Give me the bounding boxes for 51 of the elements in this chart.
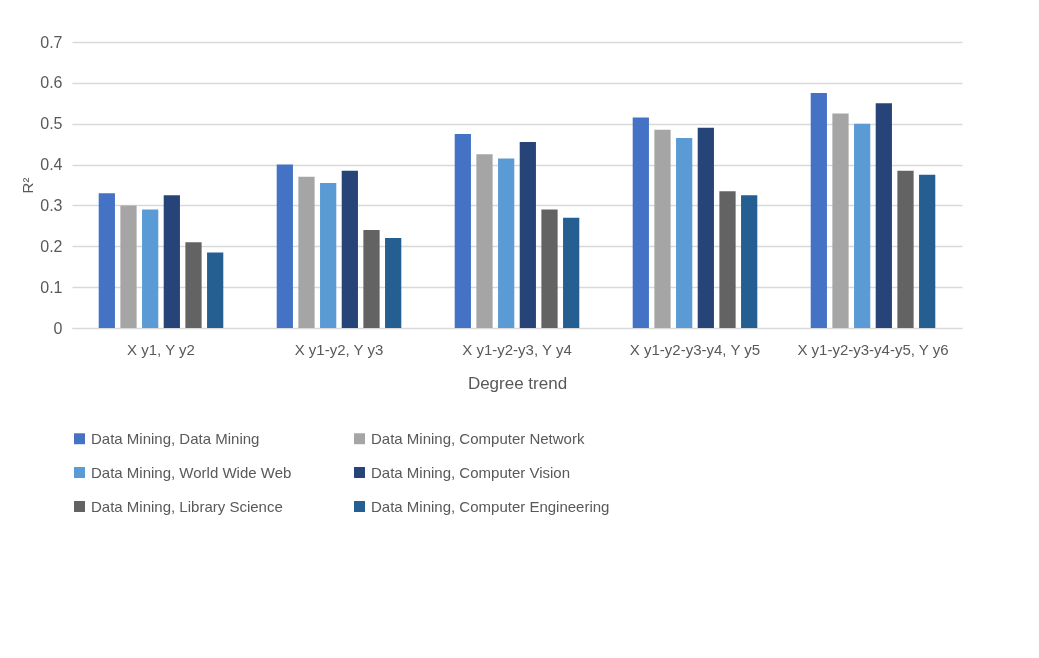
legend-label: Data Mining, Library Science — [91, 497, 283, 515]
bar — [98, 193, 115, 328]
bar — [697, 127, 714, 328]
bar — [476, 154, 493, 328]
legend-label: Data Mining, Computer Network — [371, 429, 585, 447]
bar — [320, 182, 337, 328]
bar — [185, 242, 202, 328]
bar — [363, 229, 380, 328]
bar — [298, 176, 315, 328]
x-tick-label: X y1-y2, Y y3 — [294, 340, 384, 358]
x-tick-label: X y1, Y y2 — [127, 340, 195, 358]
y-tick-label: 0.4 — [40, 156, 63, 174]
bar — [341, 170, 358, 328]
bar — [563, 217, 580, 328]
bar — [676, 138, 693, 328]
legend-label: Data Mining, Data Mining — [91, 429, 260, 447]
legend-label: Data Mining, World Wide Web — [91, 463, 292, 481]
bar — [919, 174, 936, 328]
legend-label: Data Mining, Computer Engineering — [371, 497, 610, 515]
y-tick-label: 0.2 — [40, 237, 63, 255]
x-axis-title: Degree trend — [467, 373, 568, 393]
bar — [854, 123, 871, 328]
bar — [163, 195, 180, 328]
bar — [832, 113, 849, 328]
bar — [385, 238, 402, 328]
y-tick-label: 0.1 — [40, 278, 63, 296]
bar — [120, 205, 137, 328]
bar — [519, 142, 536, 328]
bar — [654, 129, 671, 328]
bar — [454, 133, 471, 328]
x-tick-label: X y1-y2-y3-y4-y5, Y y6 — [797, 340, 949, 358]
bar — [741, 195, 758, 328]
y-tick-label: 0.5 — [40, 115, 63, 133]
y-tick-label: 0.7 — [40, 33, 63, 51]
bar — [498, 158, 515, 328]
bar — [875, 103, 892, 328]
legend-label: Data Mining, Computer Vision — [371, 463, 570, 481]
x-tick-label: X y1-y2-y3-y4, Y y5 — [629, 340, 761, 358]
bar — [897, 170, 914, 328]
bar — [810, 93, 827, 328]
y-tick-label: 0 — [53, 319, 63, 337]
bar — [632, 117, 649, 328]
y-tick-label: 0.6 — [40, 74, 63, 92]
bar — [207, 252, 224, 328]
bar — [719, 191, 736, 328]
bar — [541, 209, 558, 328]
y-tick-label: 0.3 — [40, 196, 63, 214]
bar — [142, 209, 159, 328]
x-tick-label: X y1-y2-y3, Y y4 — [462, 340, 572, 358]
bar — [276, 164, 293, 328]
y-axis-title: R² — [19, 177, 37, 194]
